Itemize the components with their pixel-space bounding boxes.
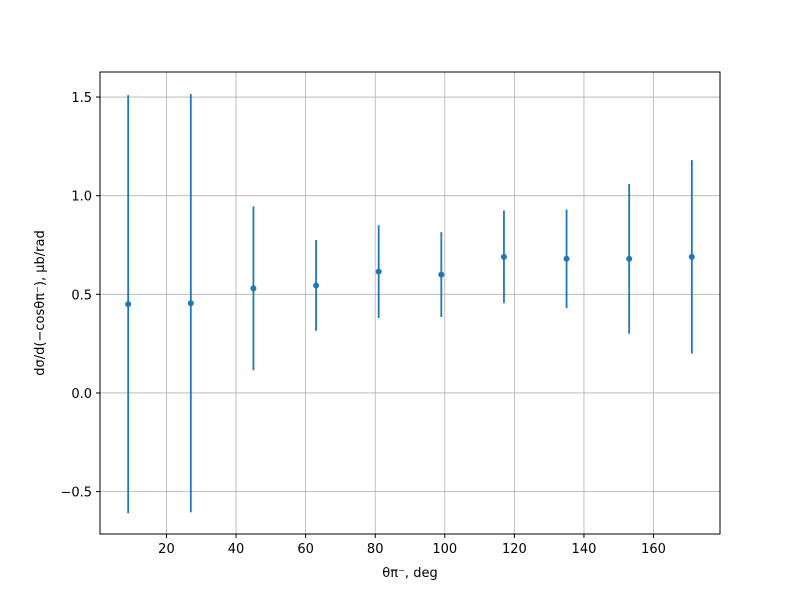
point bbox=[626, 255, 633, 262]
point bbox=[250, 285, 257, 292]
x-tick-label: 100 bbox=[432, 542, 457, 557]
y-tick-label: 0.0 bbox=[71, 387, 92, 402]
y-tick-label: 1.0 bbox=[71, 190, 92, 205]
point bbox=[438, 271, 445, 278]
x-axis-label: θπ⁻, deg bbox=[382, 566, 437, 581]
point bbox=[187, 300, 194, 307]
x-tick-label: 80 bbox=[367, 542, 384, 557]
y-tick-label: 0.5 bbox=[71, 288, 92, 303]
x-tick-label: 140 bbox=[572, 542, 597, 557]
x-tick-label: 60 bbox=[297, 542, 314, 557]
y-tick-label: −0.5 bbox=[60, 486, 92, 501]
point bbox=[688, 253, 695, 260]
point bbox=[313, 282, 320, 289]
plot-frame bbox=[99, 71, 721, 535]
point bbox=[125, 301, 132, 308]
x-tick-label: 160 bbox=[641, 542, 666, 557]
x-tick-label: 120 bbox=[502, 542, 527, 557]
x-tick-label: 40 bbox=[228, 542, 245, 557]
x-tick-label: 20 bbox=[158, 542, 175, 557]
point bbox=[563, 255, 570, 262]
y-axis-label: dσ/d(−cosθπ⁻), μb/rad bbox=[33, 230, 48, 375]
point bbox=[375, 268, 382, 275]
point bbox=[500, 253, 507, 260]
y-tick-label: 1.5 bbox=[71, 91, 92, 106]
